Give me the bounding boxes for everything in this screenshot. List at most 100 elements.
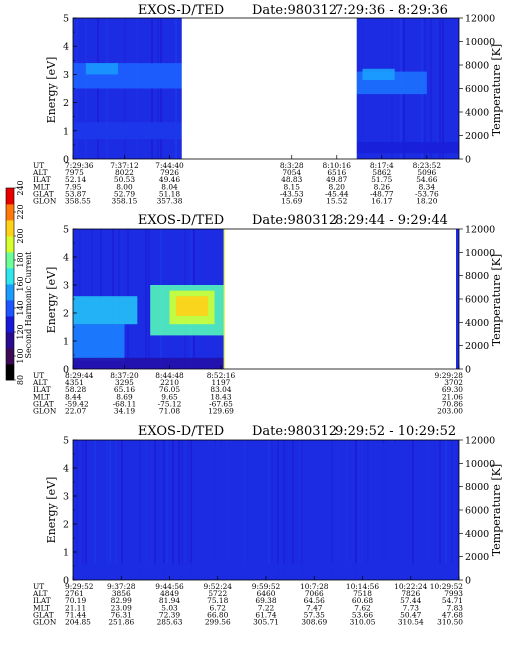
table-cell: 52.14	[65, 175, 86, 184]
y2-tick-label: 8000	[465, 61, 489, 72]
table-cell: 8.26	[374, 182, 391, 191]
y-tick-label: 3	[63, 70, 69, 81]
table-cell: 5.03	[161, 603, 178, 612]
table-cell: 23.09	[111, 603, 132, 612]
table-row-label: ILAT	[33, 175, 51, 184]
y-tick-label: 4	[63, 42, 69, 53]
spectrogram-streak	[145, 229, 147, 369]
table-cell: 82.99	[111, 596, 132, 605]
table-cell: 285.63	[157, 618, 183, 627]
table-cell: 7:44:40	[155, 161, 184, 170]
data-gap	[181, 18, 357, 159]
table-cell: 22.07	[65, 407, 86, 416]
table-cell: 310.54	[398, 618, 424, 627]
table-cell: -67.65	[209, 399, 233, 408]
table-cell: 53.66	[352, 610, 373, 619]
spectrogram-streak	[244, 440, 246, 580]
table-cell: -68.11	[113, 399, 137, 408]
table-cell: 18.20	[416, 197, 437, 206]
table-cell: 6460	[257, 589, 276, 598]
table-cell: 8.20	[329, 182, 346, 191]
spectrogram-streak	[358, 440, 360, 580]
spectrogram-streak	[283, 440, 285, 580]
table-cell: 7518	[353, 589, 372, 598]
table-row-label: GLON	[33, 407, 57, 416]
table-cell: 71.44	[65, 610, 86, 619]
table-cell: 9:37:28	[107, 582, 136, 591]
table-cell: 299.56	[205, 618, 231, 627]
spectrogram-streak	[271, 440, 273, 580]
spectrogram-streak	[454, 18, 456, 159]
table-cell: 2210	[160, 378, 179, 387]
y2-tick-label: 4000	[465, 529, 489, 540]
table-cell: 358.15	[112, 197, 138, 206]
spectrogram-streak	[181, 440, 183, 580]
panel-3-date: Date:980312	[252, 424, 337, 439]
y2-tick-label: 10000	[465, 248, 495, 259]
spectrogram-streak	[94, 440, 96, 580]
table-cell: 9:59:52	[252, 582, 281, 591]
spectrogram-streak	[145, 440, 147, 580]
spectrogram-streak	[289, 440, 291, 580]
spectrogram-band	[85, 63, 119, 75]
spectrogram-streak	[121, 440, 123, 580]
spectrogram	[73, 229, 459, 369]
panel-1-time-range: 7:29:36 - 8:29:36	[335, 3, 448, 18]
table-cell: 204.85	[65, 618, 91, 627]
colorbar-swatch	[6, 220, 14, 237]
spectrogram-band	[73, 357, 225, 369]
table-cell: -48.77	[370, 189, 394, 198]
table-row-label: ILAT	[33, 596, 51, 605]
colorbar-tick-label: 180	[16, 252, 25, 267]
table-cell: 7826	[401, 589, 420, 598]
colorbar-swatch	[6, 252, 14, 269]
table-row-label: ILAT	[33, 385, 51, 394]
table-cell: 203.00	[437, 407, 463, 416]
y2-tick-label: 2000	[465, 131, 489, 142]
y2-tick-label: 10000	[465, 459, 495, 470]
table-row-label: GLAT	[33, 399, 54, 408]
table-cell: 72.39	[159, 610, 180, 619]
spectrogram-streak	[451, 440, 453, 580]
spectrogram-band	[175, 296, 209, 316]
colorbar-swatch	[6, 332, 14, 349]
panel-1-y2label: Temperature [K]	[490, 44, 503, 136]
y-tick-label: 4	[63, 464, 69, 475]
table-cell: 310.05	[350, 618, 376, 627]
table-cell: 8.44	[65, 392, 82, 401]
table-cell: 48.83	[281, 175, 302, 184]
spectrogram-band	[381, 442, 408, 580]
table-cell: 1197	[212, 378, 231, 387]
table-cell: 6.72	[210, 603, 226, 612]
table-cell: 8:29:44	[65, 371, 94, 380]
table-cell: 3295	[115, 378, 134, 387]
spectrogram-streak	[355, 440, 357, 580]
table-cell: 71.08	[159, 407, 180, 416]
table-cell: 65.16	[114, 385, 135, 394]
panel-1: EXOS-D/TED Date:980312 7:29:36 - 8:29:36…	[32, 3, 503, 206]
table-cell: 50.47	[400, 610, 421, 619]
panel-1-date: Date:980312	[252, 3, 337, 18]
table-cell: 2761	[65, 589, 84, 598]
spectrogram-streak	[190, 440, 192, 580]
colorbar-tick-label: 100	[16, 348, 25, 363]
table-cell: 3856	[112, 589, 131, 598]
table-cell: 49.46	[159, 175, 180, 184]
table-row-label: GLON	[33, 197, 57, 206]
spectrogram-streak	[82, 440, 84, 580]
table-cell: 7.22	[258, 603, 274, 612]
y-tick-label: 0	[63, 365, 69, 376]
y-tick-label: 5	[63, 225, 69, 236]
spectrogram-streak	[166, 440, 168, 580]
y-tick-label: 0	[63, 155, 69, 166]
table-cell: 76.05	[159, 385, 180, 394]
table-cell: 9:44:56	[155, 582, 184, 591]
table-cell: 7.47	[306, 603, 323, 612]
spectrogram	[73, 440, 459, 580]
panel-2-time-range: 8:29:44 - 9:29:44	[335, 213, 448, 228]
table-cell: 8.00	[116, 182, 133, 191]
panel-3-time-range: 9:29:52 - 10:29:52	[335, 424, 456, 439]
y-tick-label: 4	[63, 253, 69, 264]
table-cell: 15.52	[326, 197, 347, 206]
spectrogram-streak	[439, 440, 441, 580]
